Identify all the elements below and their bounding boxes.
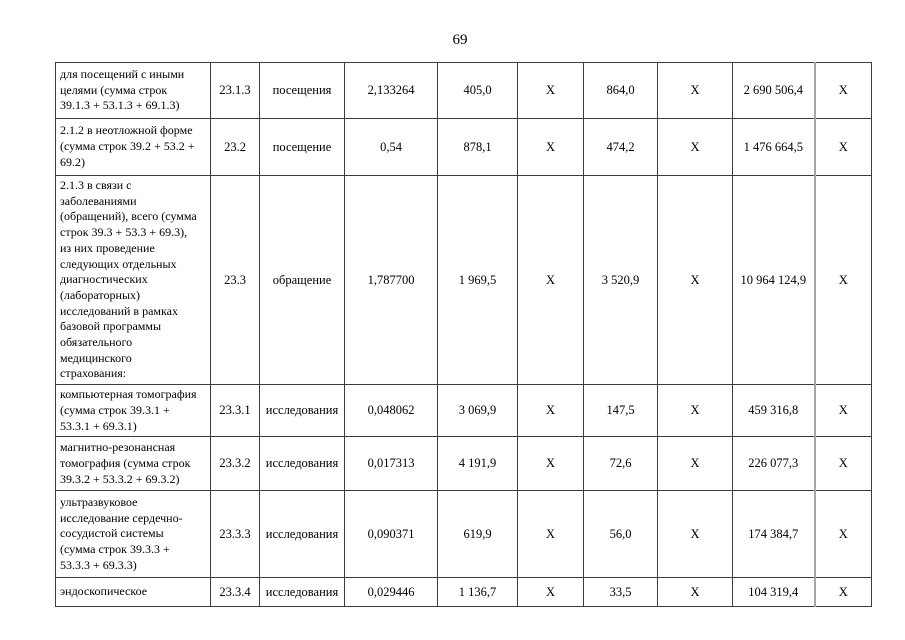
x-cell: X	[657, 490, 733, 579]
cost-per-capita-cell: 864,0	[583, 62, 658, 119]
x-cell: X	[657, 62, 733, 119]
cost-per-unit-cell: 4 191,9	[437, 436, 518, 492]
unit-cell: посещения	[259, 62, 345, 119]
volume-per-capita-cell: 2,133264	[344, 62, 438, 119]
volume-per-capita-cell: 0,048062	[344, 384, 438, 438]
cost-per-unit-cell: 1 136,7	[437, 577, 518, 608]
table-row: для посещений с иными целями (сумма стро…	[55, 62, 872, 119]
cost-per-capita-cell: 56,0	[583, 490, 658, 579]
indicator-name-cell: компьютерная томография (сумма строк 39.…	[55, 384, 211, 438]
x-cell: X	[517, 490, 584, 579]
total-cost-cell: 10 964 124,9	[732, 174, 815, 386]
line-code-cell: 23.2	[210, 118, 260, 176]
total-cost-cell: 174 384,7	[732, 490, 815, 579]
total-cost-cell: 104 319,4	[732, 577, 815, 608]
x-cell: X	[813, 436, 872, 492]
x-cell: X	[813, 118, 872, 176]
x-cell: X	[517, 118, 584, 176]
table-row: компьютерная томография (сумма строк 39.…	[55, 384, 872, 438]
page-number: 69	[452, 32, 468, 48]
table-row: ультразвуковое исследование сердечно- со…	[55, 490, 872, 579]
line-code-cell: 23.3.1	[210, 384, 260, 438]
x-cell: X	[813, 384, 872, 438]
volume-cost-table: для посещений с иными целями (сумма стро…	[55, 62, 872, 608]
table-row: 2.1.3 в связи с заболеваниями (обращений…	[55, 174, 872, 386]
x-cell: X	[517, 577, 584, 608]
indicator-name-cell: 2.1.3 в связи с заболеваниями (обращений…	[55, 174, 211, 386]
x-cell: X	[657, 436, 733, 492]
indicator-name-cell: 2.1.2 в неотложной форме (сумма строк 39…	[55, 118, 211, 176]
cost-per-capita-cell: 72,6	[583, 436, 658, 492]
indicator-name-cell: ультразвуковое исследование сердечно- со…	[55, 490, 211, 579]
unit-cell: исследования	[259, 384, 345, 438]
x-cell: X	[517, 62, 584, 119]
cost-per-unit-cell: 619,9	[437, 490, 518, 579]
unit-cell: посещение	[259, 118, 345, 176]
x-cell: X	[813, 174, 872, 386]
x-cell: X	[813, 62, 872, 119]
volume-per-capita-cell: 0,090371	[344, 490, 438, 579]
x-cell: X	[657, 384, 733, 438]
x-cell: X	[813, 490, 872, 579]
table-row: эндоскопическое 23.3.4 исследования 0,02944…	[55, 577, 872, 608]
x-cell: X	[517, 174, 584, 386]
cost-per-unit-cell: 878,1	[437, 118, 518, 176]
unit-cell: исследования	[259, 490, 345, 579]
cost-per-unit-cell: 3 069,9	[437, 384, 518, 438]
cost-per-unit-cell: 1 969,5	[437, 174, 518, 386]
line-code-cell: 23.1.3	[210, 62, 260, 119]
volume-per-capita-cell: 0,029446	[344, 577, 438, 608]
x-cell: X	[517, 384, 584, 438]
x-cell: X	[813, 577, 872, 608]
cost-per-capita-cell: 3 520,9	[583, 174, 658, 386]
line-code-cell: 23.3.2	[210, 436, 260, 492]
indicator-name-cell: магнитно-резонансная томография (сумма с…	[55, 436, 211, 492]
volume-per-capita-cell: 1,787700	[344, 174, 438, 386]
indicator-name-cell: для посещений с иными целями (сумма стро…	[55, 62, 211, 119]
indicator-name-cell: эндоскопическое	[55, 577, 211, 608]
total-cost-cell: 1 476 664,5	[732, 118, 815, 176]
line-code-cell: 23.3.4	[210, 577, 260, 608]
x-cell: X	[657, 118, 733, 176]
x-cell: X	[517, 436, 584, 492]
cost-per-unit-cell: 405,0	[437, 62, 518, 119]
unit-cell: обращение	[259, 174, 345, 386]
cost-per-capita-cell: 474,2	[583, 118, 658, 176]
unit-cell: исследования	[259, 436, 345, 492]
total-cost-cell: 2 690 506,4	[732, 62, 815, 119]
x-cell: X	[657, 174, 733, 386]
cost-per-capita-cell: 147,5	[583, 384, 658, 438]
line-code-cell: 23.3	[210, 174, 260, 386]
unit-cell: исследования	[259, 577, 345, 608]
total-cost-cell: 226 077,3	[732, 436, 815, 492]
table-row: 2.1.2 в неотложной форме (сумма строк 39…	[55, 118, 872, 176]
cost-per-capita-cell: 33,5	[583, 577, 658, 608]
table-row: магнитно-резонансная томография (сумма с…	[55, 436, 872, 492]
volume-per-capita-cell: 0,54	[344, 118, 438, 176]
total-cost-cell: 459 316,8	[732, 384, 815, 438]
line-code-cell: 23.3.3	[210, 490, 260, 579]
volume-per-capita-cell: 0,017313	[344, 436, 438, 492]
x-cell: X	[657, 577, 733, 608]
table-body: для посещений с иными целями (сумма стро…	[55, 62, 872, 608]
